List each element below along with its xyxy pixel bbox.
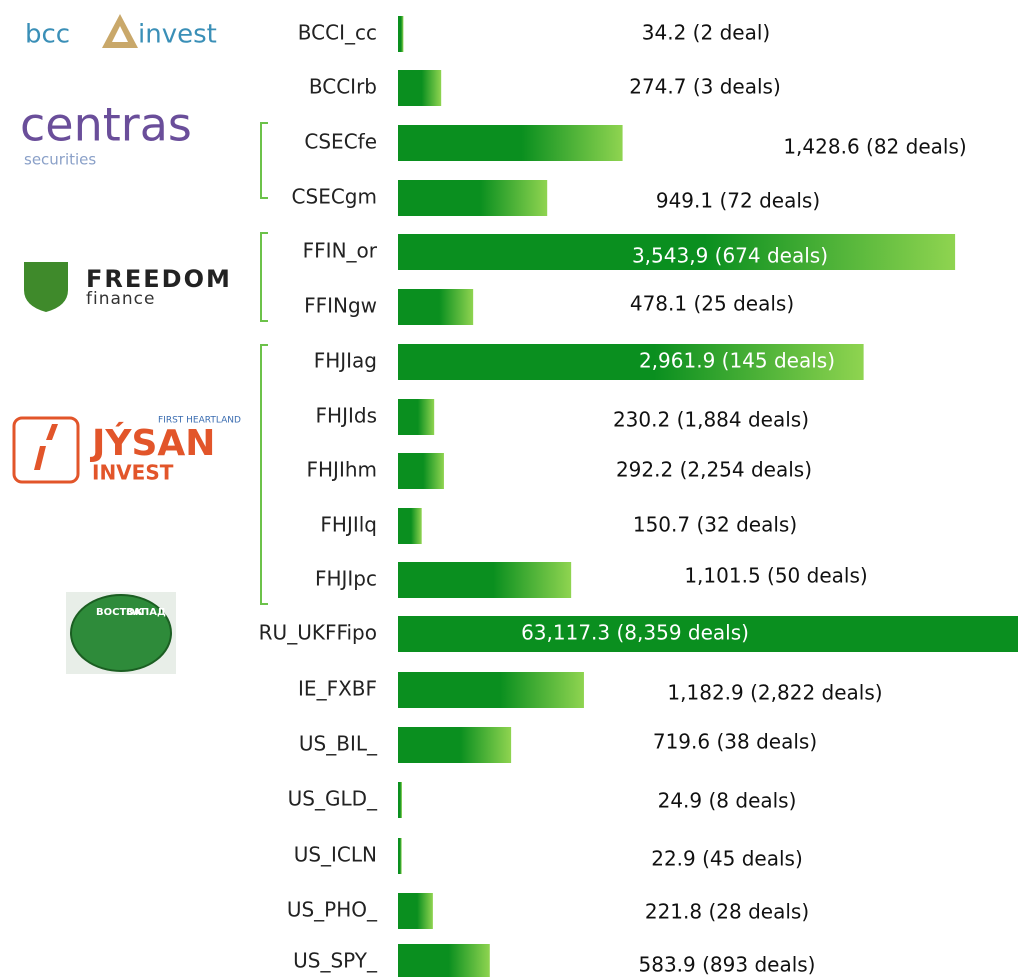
bar	[398, 672, 584, 708]
value-label: 719.6 (38 deals)	[653, 730, 817, 754]
value-label: 63,117.3 (8,359 deals)	[521, 621, 749, 645]
bar	[398, 893, 433, 929]
bar	[398, 70, 442, 106]
bar	[398, 782, 402, 818]
value-label: 3,543,9 (674 deals)	[632, 244, 828, 268]
logo-freedom: FREEDOM finance	[24, 262, 232, 312]
logo-text: bcc	[25, 20, 70, 50]
bracket	[260, 344, 268, 605]
value-label: 478.1 (25 deals)	[630, 292, 794, 316]
value-label: 230.2 (1,884 deals)	[613, 408, 809, 432]
bar	[398, 453, 444, 489]
value-label: 34.2 (2 deal)	[642, 21, 770, 45]
value-label: 949.1 (72 deals)	[656, 189, 820, 213]
logo-text: centras	[20, 98, 192, 152]
category-label: BCCI_cc	[298, 21, 377, 45]
value-label: 1,182.9 (2,822 deals)	[667, 681, 882, 705]
bar	[398, 344, 864, 380]
bar	[398, 16, 404, 52]
logo-text: ЗАПАД	[126, 607, 166, 618]
logo-icon	[12, 416, 80, 484]
category-label: CSECgm	[292, 185, 377, 209]
logo-text: finance	[86, 289, 155, 309]
bracket	[260, 232, 268, 322]
value-label: 1,101.5 (50 deals)	[684, 564, 867, 588]
bracket	[260, 122, 268, 199]
bar	[398, 125, 623, 161]
bar	[398, 289, 474, 325]
value-label: 583.9 (893 deals)	[639, 953, 816, 977]
logo-text: INVEST	[92, 461, 174, 485]
category-label: IE_FXBF	[298, 677, 377, 701]
logo-text: invest	[138, 20, 217, 50]
bar	[398, 562, 572, 598]
logo-centras: centras securities	[20, 98, 192, 169]
category-label: FHJIag	[314, 349, 377, 373]
category-label: BCCIrb	[309, 75, 377, 99]
logo-vostok: ВОСТОК ЗАПАД	[66, 592, 176, 674]
category-label: FHJIlq	[320, 513, 377, 537]
logo-icon	[24, 262, 68, 312]
value-label: 24.9 (8 deals)	[658, 789, 797, 813]
category-label: US_ICLN	[294, 843, 377, 867]
value-label: 1,428.6 (82 deals)	[783, 135, 966, 159]
category-label: US_PHO_	[287, 898, 378, 922]
logo-text: FREEDOM	[86, 265, 232, 293]
bar	[398, 727, 512, 763]
category-label: CSECfe	[304, 130, 377, 154]
value-label: 292.2 (2,254 deals)	[616, 458, 812, 482]
bar	[398, 234, 956, 270]
category-label: US_GLD_	[288, 787, 378, 811]
logo-icon	[102, 14, 138, 48]
logo-text: ВОСТОК	[96, 607, 144, 618]
logo-text: securities	[24, 151, 96, 169]
logo-icon	[70, 594, 172, 672]
bar	[398, 399, 435, 435]
bar	[398, 508, 422, 544]
logo-text: FIRST HEARTLAND	[158, 416, 241, 426]
bar	[398, 180, 548, 216]
category-label: FFINgw	[304, 294, 377, 318]
category-label: FHJIpc	[315, 567, 377, 591]
bar	[398, 616, 1018, 652]
category-label: RU_UKFFipo	[259, 621, 377, 645]
category-label: FHJIhm	[307, 458, 378, 482]
logo-jysan: FIRST HEARTLAND JÝSAN INVEST	[12, 416, 241, 485]
logo-icon	[34, 424, 58, 470]
bar	[398, 944, 490, 977]
category-label: FHJIds	[316, 404, 377, 428]
bar	[398, 838, 402, 874]
category-label: FFIN_or	[303, 239, 378, 263]
value-label: 150.7 (32 deals)	[633, 513, 797, 537]
value-label: 2,961.9 (145 deals)	[639, 349, 835, 373]
logo-text: JÝSAN	[89, 421, 215, 464]
value-label: 22.9 (45 deals)	[651, 847, 803, 871]
value-label: 274.7 (3 deals)	[629, 75, 781, 99]
value-label: 221.8 (28 deals)	[645, 900, 809, 924]
logo-bcc: bcc invest	[25, 14, 217, 50]
category-label: US_SPY_	[293, 949, 378, 973]
category-label: US_BIL_	[299, 732, 378, 756]
